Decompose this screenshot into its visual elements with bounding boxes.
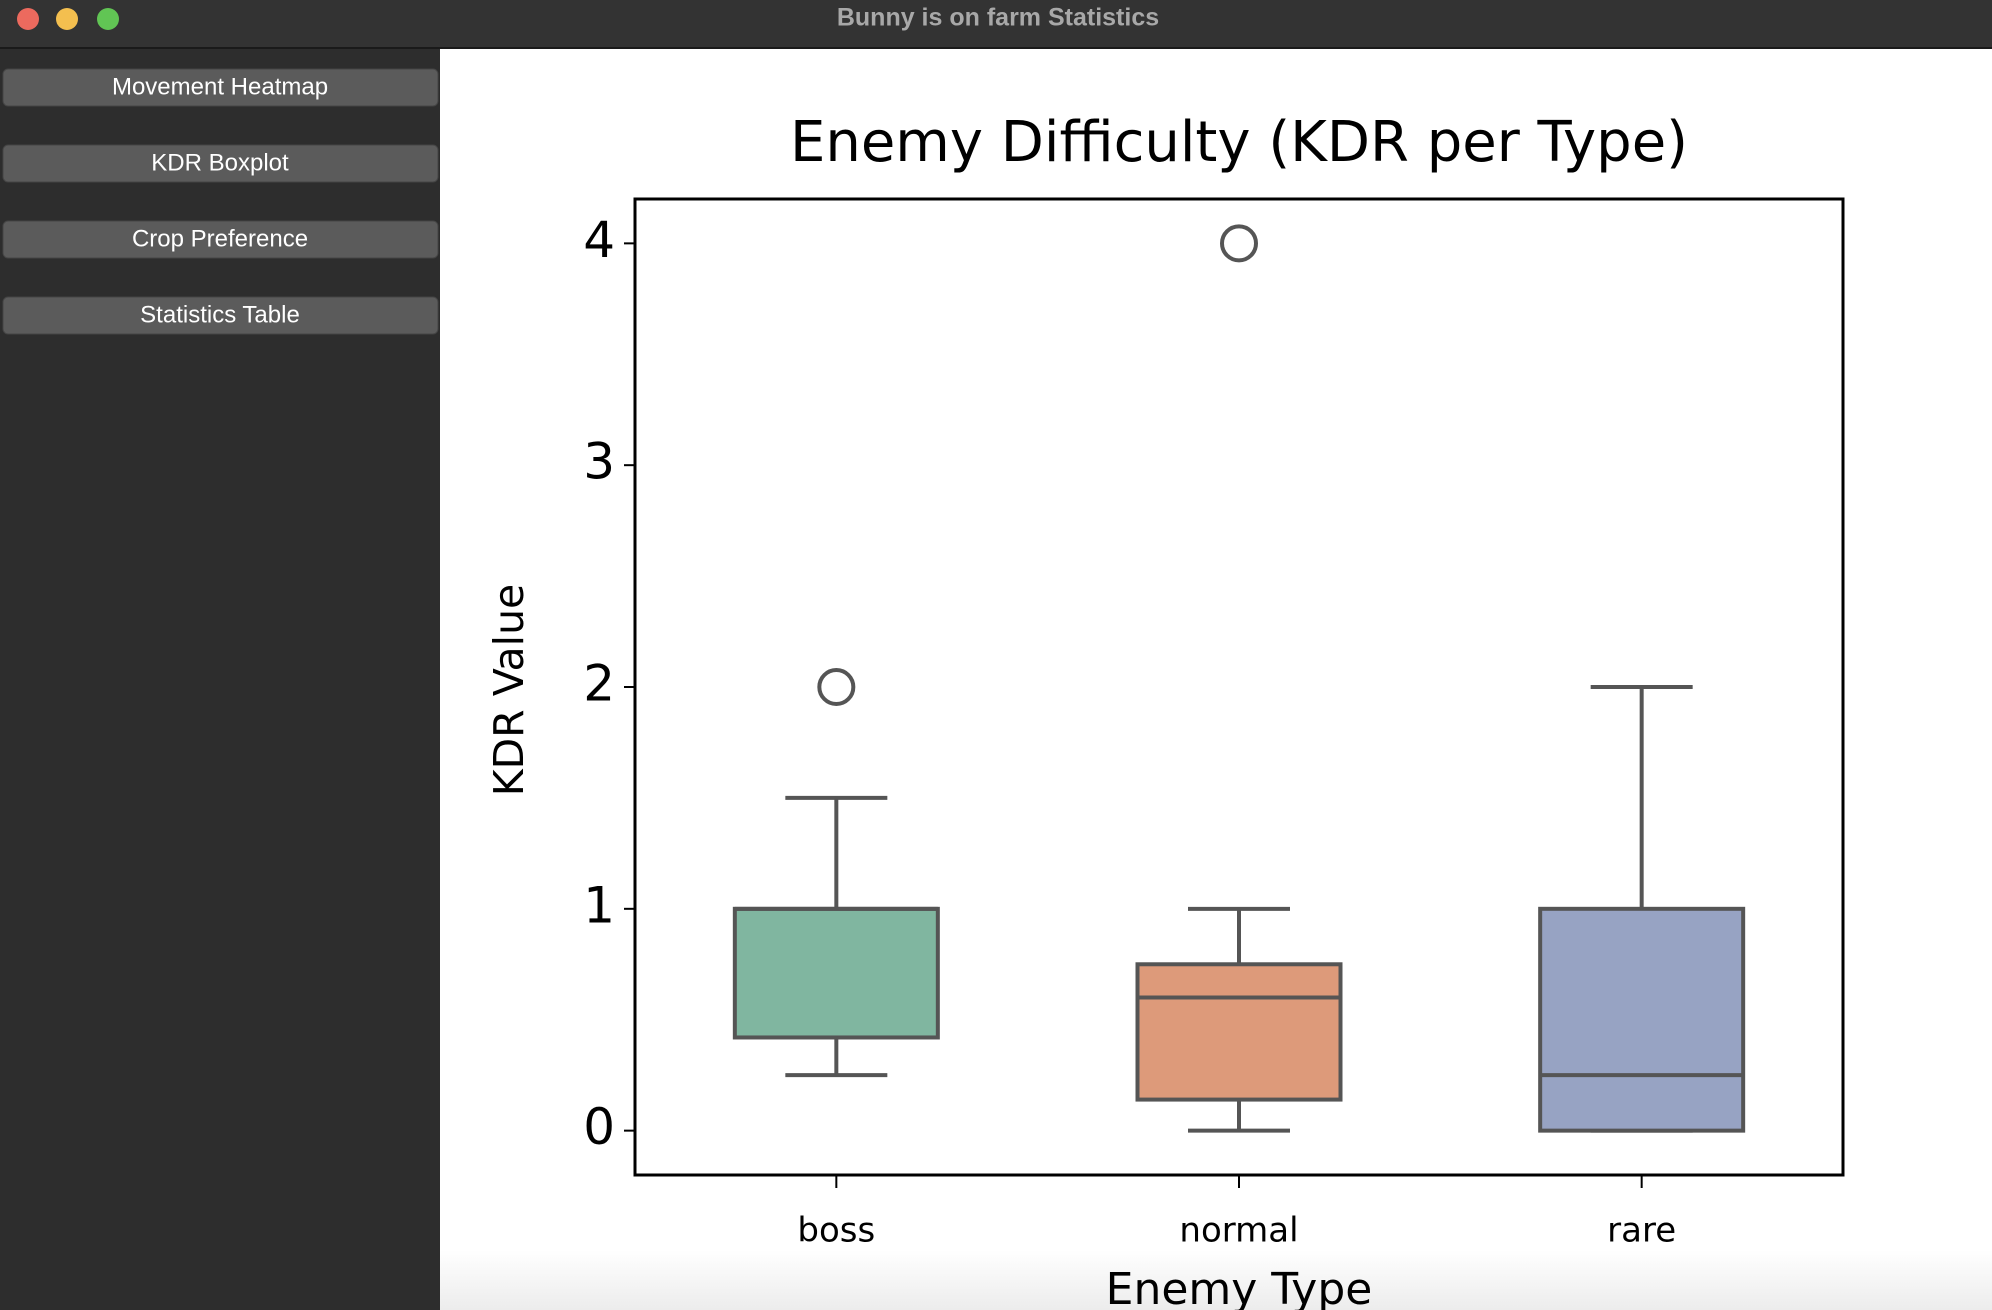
box (1135, 962, 1343, 1102)
sidebar-button[interactable]: Statistics Table (2, 296, 439, 335)
button-label[interactable]: Movement Heatmap (112, 73, 328, 100)
box (1538, 906, 1746, 1133)
chart-area (440, 49, 1992, 1310)
button-face[interactable] (2, 220, 439, 259)
sidebar (0, 49, 440, 1310)
y-tick-label: 4 (583, 211, 615, 269)
y-tick-label: 3 (583, 433, 615, 491)
button-label[interactable]: Statistics Table (140, 301, 300, 328)
outlier (1220, 224, 1258, 263)
sidebar-button[interactable]: Crop Preference (2, 220, 439, 259)
button-label[interactable]: Crop Preference (132, 225, 308, 252)
minimize-button[interactable] (56, 8, 78, 30)
zoom-button[interactable] (97, 8, 119, 30)
y-tick-label: 1 (583, 876, 615, 934)
plot-frame (633, 197, 1845, 1177)
close-button[interactable] (17, 8, 39, 30)
button-label[interactable]: KDR Boxplot (151, 149, 289, 176)
window-title: Bunny is on farm Statistics (837, 4, 1159, 32)
y-tick-label: 2 (583, 655, 615, 713)
x-tick-label: rare (1607, 1211, 1676, 1251)
sidebar-button[interactable]: Movement Heatmap (2, 68, 439, 107)
button-face[interactable] (2, 68, 439, 107)
x-axis-label: Enemy Type (1106, 1264, 1373, 1310)
x-tick-label: normal (1179, 1211, 1298, 1251)
y-axis-label: KDR Value (485, 584, 533, 797)
y-tick-label: 0 (583, 1098, 615, 1156)
x-tick-label: boss (797, 1211, 875, 1251)
button-face[interactable] (2, 296, 439, 335)
chart-title: Enemy Difficulty (KDR per Type) (790, 110, 1688, 175)
button-face[interactable] (2, 144, 439, 183)
title-bar (0, 0, 1992, 48)
outlier (817, 668, 856, 706)
sidebar-button[interactable]: KDR Boxplot (2, 144, 439, 183)
box (732, 906, 940, 1040)
